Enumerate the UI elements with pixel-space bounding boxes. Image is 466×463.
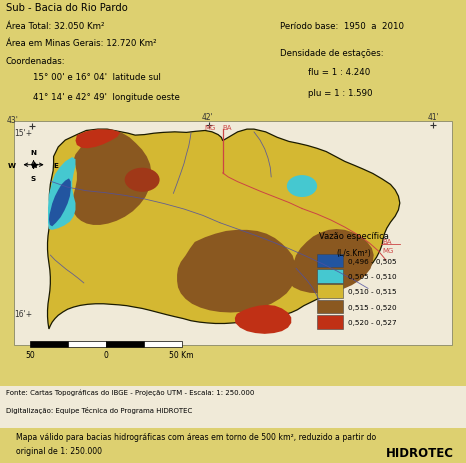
Text: 0: 0	[103, 350, 109, 359]
Bar	[317, 269, 343, 283]
Text: 50 Km: 50 Km	[170, 350, 194, 359]
Text: 0,510 - 0,515: 0,510 - 0,515	[348, 288, 397, 294]
Text: 42': 42'	[201, 113, 213, 122]
Bar	[106, 342, 144, 348]
Text: Digitalização: Equipe Técnica do Programa HIDROTEC: Digitalização: Equipe Técnica do Program…	[6, 406, 192, 413]
Ellipse shape	[125, 169, 159, 193]
Text: 41° 14' e 42° 49'  longitude oeste: 41° 14' e 42° 49' longitude oeste	[33, 93, 179, 102]
Text: E: E	[53, 163, 58, 169]
Bar	[317, 300, 343, 313]
Text: MG: MG	[382, 248, 393, 254]
Text: original de 1: 250.000: original de 1: 250.000	[16, 446, 103, 455]
Bar	[317, 254, 343, 268]
Polygon shape	[48, 130, 400, 329]
Text: 41': 41'	[427, 113, 439, 122]
Ellipse shape	[287, 176, 317, 198]
Text: 15'+: 15'+	[14, 128, 32, 138]
Text: Sub - Bacia do Rio Pardo: Sub - Bacia do Rio Pardo	[6, 3, 127, 13]
Text: S: S	[31, 175, 36, 181]
Bar	[317, 315, 343, 329]
Bar	[30, 342, 68, 348]
Text: Fonte: Cartas Topográficas do IBGE - Projeção UTM - Escala: 1: 250.000: Fonte: Cartas Topográficas do IBGE - Pro…	[6, 389, 254, 395]
Text: (L/s.Km²): (L/s.Km²)	[337, 249, 371, 257]
Polygon shape	[75, 130, 120, 149]
Text: HIDROTEC: HIDROTEC	[386, 446, 454, 459]
Text: Área Total: 32.050 Km²: Área Total: 32.050 Km²	[6, 22, 104, 31]
Polygon shape	[235, 305, 291, 334]
Text: BA: BA	[382, 238, 391, 244]
Text: Coordenadas:: Coordenadas:	[6, 56, 65, 66]
Polygon shape	[72, 131, 151, 225]
Text: 0,520 - 0,527: 0,520 - 0,527	[348, 319, 397, 325]
Polygon shape	[177, 231, 296, 313]
Bar	[14, 122, 452, 345]
Text: 15° 00' e 16° 04'  latitude sul: 15° 00' e 16° 04' latitude sul	[33, 73, 160, 81]
Text: 43': 43'	[7, 115, 19, 125]
Text: flu = 1 : 4.240: flu = 1 : 4.240	[308, 68, 370, 77]
Text: W: W	[7, 163, 15, 169]
Text: MG: MG	[204, 125, 215, 131]
Bar	[0, 387, 466, 428]
Text: BA: BA	[223, 125, 232, 131]
Text: plu = 1 : 1.590: plu = 1 : 1.590	[308, 88, 372, 97]
Text: Densidade de estações:: Densidade de estações:	[280, 49, 383, 58]
Text: Área em Minas Gerais: 12.720 Km²: Área em Minas Gerais: 12.720 Km²	[6, 38, 156, 48]
Text: 0,515 - 0,520: 0,515 - 0,520	[348, 304, 397, 310]
Text: Mapa válido para bacias hidrográficas com áreas em torno de 500 km², reduzido a : Mapa válido para bacias hidrográficas co…	[16, 432, 377, 441]
Text: 50: 50	[26, 350, 35, 359]
Polygon shape	[49, 179, 71, 227]
Text: N: N	[31, 150, 36, 155]
Bar	[144, 342, 182, 348]
Text: Período base:  1950  a  2010: Período base: 1950 a 2010	[280, 22, 404, 31]
Text: 0,505 - 0,510: 0,505 - 0,510	[348, 273, 397, 279]
Bar	[317, 285, 343, 298]
Text: Vazão específica: Vazão específica	[319, 232, 389, 240]
Bar	[68, 342, 106, 348]
Text: 0,496 - 0,505: 0,496 - 0,505	[348, 258, 397, 264]
Polygon shape	[288, 230, 374, 294]
Text: 16'+: 16'+	[14, 309, 32, 318]
Polygon shape	[48, 158, 75, 231]
